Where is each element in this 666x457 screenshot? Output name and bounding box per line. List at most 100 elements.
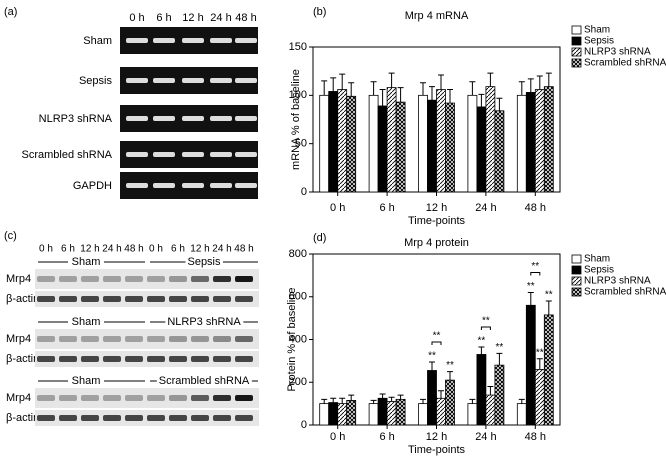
blot-band: [147, 356, 165, 362]
gel-band: [126, 78, 148, 83]
blot-image: [35, 329, 259, 349]
bar: [494, 364, 505, 426]
gel-band: [210, 116, 232, 121]
blot-band: [213, 356, 231, 362]
blot-column-label: 6 h: [61, 244, 75, 255]
panel-label: (c): [4, 230, 17, 242]
group-label: Scrambled shRNA: [159, 375, 250, 387]
blot-band: [169, 395, 187, 401]
bar: [445, 379, 455, 426]
x-axis-label: Time-points: [408, 444, 466, 456]
x-tick-label: 12 h: [426, 431, 447, 443]
bar: [543, 314, 554, 426]
error-bar: [330, 77, 337, 92]
legend-label: Scrambled shRNA: [584, 287, 666, 298]
gel-column-label: 12 h: [182, 12, 203, 24]
blot-band: [213, 336, 231, 342]
gel-band: [153, 183, 175, 188]
gel-row-label: NLRP3 shRNA: [39, 113, 113, 125]
label-bg: [165, 316, 244, 328]
blot-band: [81, 415, 99, 421]
x-tick-label: 6 h: [379, 431, 394, 443]
error-bar: [447, 371, 453, 381]
error-bar: [447, 89, 453, 104]
error-bar: [339, 397, 346, 404]
blot-image: [35, 269, 259, 289]
legend-label: Sham: [584, 254, 610, 265]
error-bar: [545, 300, 552, 315]
blot-band: [59, 356, 77, 362]
bar: [319, 94, 330, 193]
blot-band: [169, 296, 187, 302]
gel-column-label: 48 h: [235, 12, 256, 24]
x-tick-label: 0 h: [330, 431, 345, 443]
gel-band: [153, 38, 175, 43]
blot-band: [125, 356, 143, 362]
blot-band: [59, 395, 77, 401]
error-bar: [487, 72, 494, 87]
blot-band: [147, 276, 165, 282]
blot-column-label: 12 h: [80, 244, 99, 255]
bar: [386, 87, 397, 193]
error-bar: [339, 73, 346, 90]
blot-band: [37, 415, 55, 421]
group-label: NLRP3 shRNA: [167, 316, 241, 328]
label-bg: [68, 256, 104, 268]
blot-column-label: 12 h: [190, 244, 209, 255]
x-tick-label: 24 h: [475, 431, 496, 443]
x-tick-label: 6 h: [379, 202, 394, 214]
gel-band: [182, 78, 204, 83]
bar: [467, 403, 478, 426]
bar: [319, 403, 330, 426]
x-axis-label: Time-points: [408, 215, 466, 227]
error-bar: [321, 80, 328, 96]
error-bar: [496, 97, 503, 111]
bar: [328, 402, 339, 426]
blot-row-label: β-actin: [6, 412, 39, 424]
legend-label: Sepsis: [584, 36, 614, 47]
blot-band: [213, 296, 231, 302]
error-bar: [536, 358, 543, 370]
bar: [418, 403, 428, 426]
bar: [476, 354, 487, 426]
significance-label: **: [496, 342, 504, 353]
error-bar: [420, 398, 426, 404]
gel-band: [153, 152, 175, 157]
bar: [337, 89, 348, 193]
blot-band: [213, 415, 231, 421]
blot-column-label: 6 h: [171, 244, 185, 255]
gel-column-label: 24 h: [210, 12, 231, 24]
label-bg: [156, 375, 252, 387]
legend-label: NLRP3 shRNA: [584, 276, 651, 287]
gel-band: [126, 152, 148, 157]
bar: [377, 397, 388, 426]
error-bar: [330, 397, 337, 403]
bar: [543, 86, 554, 193]
significance-bracket: [480, 326, 491, 330]
gel-band: [210, 78, 232, 83]
bar: [485, 86, 496, 193]
blot-band: [125, 276, 143, 282]
blot-band: [169, 336, 187, 342]
error-bar: [397, 394, 404, 400]
error-bar: [469, 81, 476, 96]
blot-band: [191, 276, 209, 282]
bar: [534, 89, 545, 193]
gel-row-label: GAPDH: [73, 180, 112, 192]
panel-label: (d): [313, 232, 326, 244]
blot-image: [35, 388, 259, 408]
y-tick-label: 0: [301, 186, 307, 198]
y-axis-label: Protein % of baseline: [286, 288, 298, 392]
error-bar: [496, 352, 503, 366]
blot-band: [81, 356, 99, 362]
significance-label: **: [446, 360, 454, 371]
error-bar: [388, 396, 395, 402]
legend-label: Sham: [584, 25, 610, 36]
x-tick-label: 12 h: [426, 202, 447, 214]
blot-band: [81, 276, 99, 282]
blot-band: [125, 415, 143, 421]
blot-band: [59, 336, 77, 342]
blot-band: [169, 415, 187, 421]
blot-band: [213, 395, 231, 401]
